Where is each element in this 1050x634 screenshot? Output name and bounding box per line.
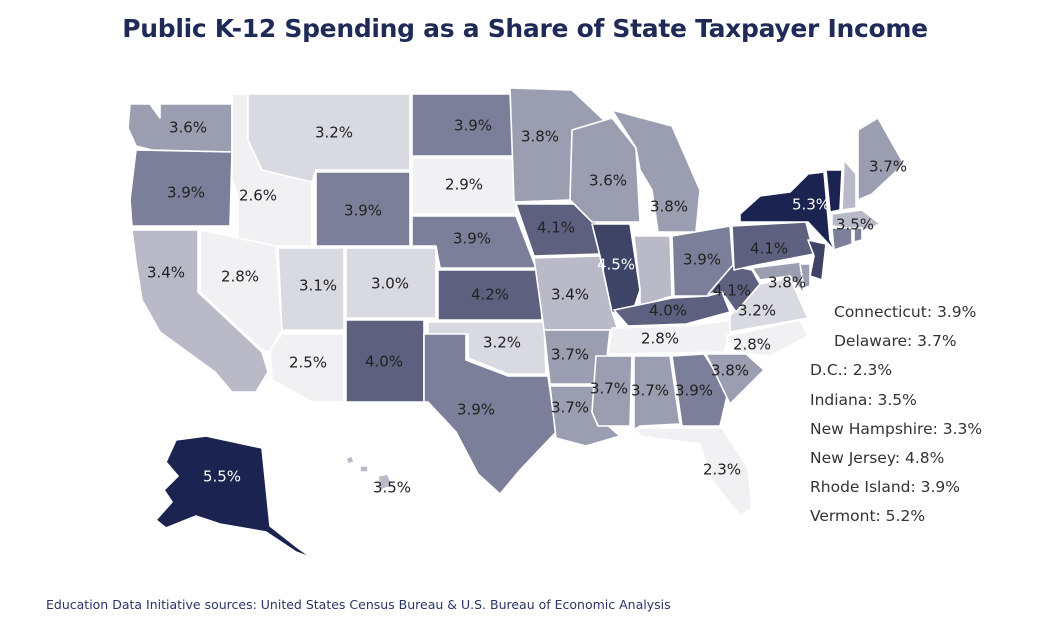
label-WI: 3.6% [589,172,627,190]
label-NV: 2.8% [221,268,259,286]
state-NY [739,171,837,253]
state-MS [591,355,633,427]
state-RI [853,227,863,243]
state-MD [751,261,805,295]
state-KY [613,291,731,327]
state-MI [611,109,701,233]
label-AK: 5.5% [203,468,241,486]
label-PA: 4.1% [750,240,788,258]
label-CA: 3.4% [147,264,185,282]
label-NE: 3.9% [453,230,491,248]
state-SD [411,157,517,215]
state-VT [825,169,843,213]
label-NM: 4.0% [365,353,403,371]
side-label: New Jersey: 4.8% [810,449,945,467]
state-CO [345,247,437,319]
label-WA: 3.6% [169,119,207,137]
state-IN [633,235,673,307]
label-IL: 4.5% [597,256,635,274]
label-WV: 4.1% [713,282,751,300]
label-AZ: 2.5% [289,354,327,372]
label-WY: 3.9% [344,202,382,220]
label-GA: 3.9% [675,382,713,400]
state-AL [633,355,681,431]
state-WY [315,171,411,247]
label-HI: 3.5% [373,479,411,497]
source-note: Education Data Initiative sources: Unite… [46,597,671,612]
side-label: New Hampshire: 3.3% [810,420,983,438]
label-CO: 3.0% [371,275,409,293]
label-IA: 4.1% [537,219,575,237]
label-MN: 3.8% [521,128,559,146]
label-KY: 4.0% [649,302,687,320]
state-ME [857,117,905,201]
label-OK: 3.2% [483,334,521,352]
state-SC [705,353,765,405]
label-SC: 3.8% [711,362,749,380]
state-AZ [269,333,345,403]
label-MS: 3.7% [590,380,628,398]
label-MI: 3.8% [650,198,688,216]
label-TN: 2.8% [641,330,679,348]
label-VA: 3.2% [738,302,776,320]
label-NY: 5.3% [792,196,830,214]
label-TX: 3.9% [457,401,495,419]
label-LA: 3.7% [551,399,589,417]
label-SD: 2.9% [445,176,483,194]
label-MO: 3.4% [551,286,589,304]
state-NC [725,319,809,357]
label-FL: 2.3% [703,461,741,479]
label-AL: 3.7% [631,382,669,400]
side-label: Delaware: 3.7% [834,332,957,350]
state-UT [277,247,345,331]
side-label: Indiana: 3.5% [810,391,917,409]
label-OR: 3.9% [167,184,205,202]
side-label: Rhode Island: 3.9% [810,478,961,496]
state-AK [155,435,313,559]
state-MO [533,255,619,331]
state-MA [831,209,881,231]
label-MT: 3.2% [315,124,353,142]
side-label: Connecticut: 3.9% [834,303,977,321]
state-CT [831,227,853,251]
label-KS: 4.2% [471,286,509,304]
label-ND: 3.9% [454,117,492,135]
state-value-labels: 3.6% 3.9% 3.4% 2.6% 2.8% 2.5% 3.2% 3.9% … [147,117,907,497]
state-MT [247,93,411,183]
state-WI [569,117,641,223]
state-WV [707,265,761,313]
label-UT: 3.1% [299,277,337,295]
label-MD: 3.8% [768,274,806,292]
state-CA [131,229,269,393]
state-OR [129,149,233,227]
state-NE [411,215,537,269]
state-DE [799,263,811,289]
label-ID: 2.6% [239,187,277,205]
label-OH: 3.9% [683,251,721,269]
side-label: Vermont: 5.2% [810,507,926,525]
state-HI [345,455,393,491]
label-AR: 3.7% [551,346,589,364]
label-NC: 2.8% [733,336,771,354]
state-TX [423,333,557,495]
state-NH [841,159,857,211]
state-NJ [807,239,827,281]
state-FL [635,427,753,517]
side-label: D.C.: 2.3% [810,361,893,379]
map-title: Public K-12 Spending as a Share of State… [122,14,928,43]
label-MA: 3.5% [836,216,874,234]
label-ME: 3.7% [869,158,907,176]
